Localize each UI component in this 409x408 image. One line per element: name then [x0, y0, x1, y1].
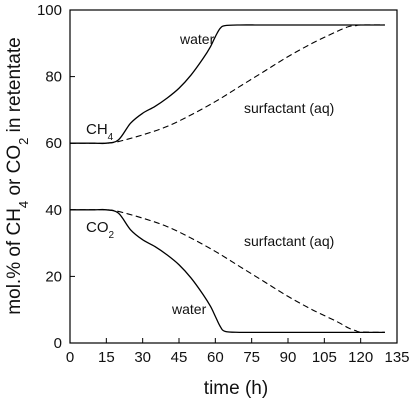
y-tick-label: 60 [45, 135, 62, 152]
x-tick-label: 15 [98, 349, 115, 366]
surfactant-label-bottom: surfactant (aq) [244, 233, 334, 249]
x-tick-label: 45 [171, 349, 188, 366]
y-tick-label: 20 [45, 268, 62, 285]
plot-frame [69, 9, 398, 344]
y-axis-title: mol.% of CH4 or CO2 in retentate [4, 37, 31, 314]
ch4-label: CH4 [86, 121, 114, 143]
x-tick-label: 60 [207, 349, 224, 366]
axes: 0 15 30 45 60 75 90 105 120 135 0 20 40 60 80 100 [37, 2, 409, 366]
x-tick-label: 75 [243, 349, 260, 366]
series-line-ch4-surfactant [70, 24, 385, 144]
water-label-bottom: water [171, 301, 207, 317]
co2-label: CO2 [86, 219, 115, 241]
surfactant-label-top: surfactant (aq) [244, 100, 334, 116]
y-tick-label: 40 [45, 202, 62, 219]
y-tick-label: 0 [54, 335, 62, 352]
x-tick-label: 0 [66, 349, 74, 366]
series-layer [70, 24, 385, 334]
series-line-co2-water [70, 208, 385, 334]
series-line-ch4-water [70, 24, 385, 145]
x-tick-label: 135 [384, 349, 409, 366]
y-tick-label: 100 [37, 2, 62, 19]
x-tick-label: 105 [312, 349, 337, 366]
y-tick-label: 80 [45, 69, 62, 86]
x-tick-label: 30 [134, 349, 151, 366]
x-tick-label: 120 [348, 349, 373, 366]
x-axis-title: time (h) [204, 378, 268, 399]
water-label-top: water [179, 31, 215, 47]
series-line-co2-surfactant [70, 209, 385, 333]
x-tick-label: 90 [280, 349, 297, 366]
